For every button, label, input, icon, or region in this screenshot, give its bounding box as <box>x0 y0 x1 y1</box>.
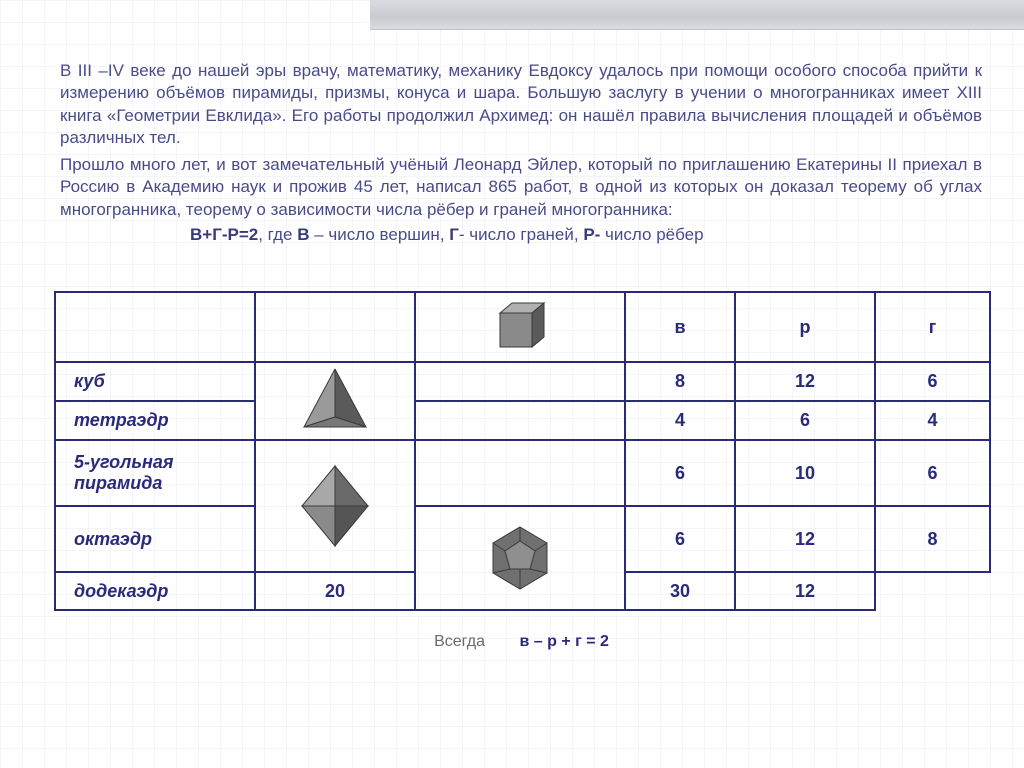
table-row: куб 8 12 6 <box>55 362 990 401</box>
cell-g: 4 <box>875 401 990 440</box>
formula-G: Г <box>449 225 459 244</box>
paragraph-2: Прошло много лет, и вот замечательный уч… <box>60 154 982 221</box>
formula-txt: – число вершин, <box>310 225 450 244</box>
cell-empty <box>415 401 625 440</box>
cell-v: 8 <box>625 362 735 401</box>
dodecahedron-icon <box>481 521 559 595</box>
table-row: тетраэдр 4 6 4 <box>55 401 990 440</box>
row-name: додекаэдр <box>55 572 255 610</box>
table-header-row: в р г <box>55 292 990 362</box>
cube-icon <box>490 299 550 355</box>
row-name: куб <box>55 362 255 401</box>
th-empty-1 <box>55 292 255 362</box>
th-cube-image <box>415 292 625 362</box>
octa-image-cell <box>255 440 415 572</box>
cell-empty <box>415 362 625 401</box>
formula-txt: , где <box>258 225 297 244</box>
th-p: р <box>735 292 875 362</box>
cell-p: 6 <box>735 401 875 440</box>
formula-P: Р- <box>583 225 600 244</box>
cell-p: 30 <box>625 572 735 610</box>
cell-v: 6 <box>625 506 735 572</box>
row-name: тетраэдр <box>55 401 255 440</box>
cell-p: 12 <box>735 362 875 401</box>
cell-g: 12 <box>735 572 875 610</box>
cell-g: 6 <box>875 362 990 401</box>
th-v: в <box>625 292 735 362</box>
polyhedra-table: в р г куб 8 12 6 <box>54 291 991 611</box>
dodeca-image-cell <box>415 506 625 610</box>
table-row: октаэдр 6 12 8 <box>55 506 990 572</box>
cell-g: 8 <box>875 506 990 572</box>
cell-g: 6 <box>875 440 990 506</box>
formula-txt: число рёбер <box>600 225 703 244</box>
footer-equation: Всегда в – р + г = 2 <box>54 633 989 651</box>
cell-v: 20 <box>255 572 415 610</box>
formula-B: В <box>297 225 309 244</box>
row-name: октаэдр <box>55 506 255 572</box>
footer-eq-text: в – р + г = 2 <box>519 633 608 650</box>
octahedron-icon <box>290 462 380 550</box>
paragraph-1: В III –IV веке до нашей эры врачу, матем… <box>60 60 982 150</box>
euler-formula-line: В+Г-Р=2, где В – число вершин, Г- число … <box>60 225 982 245</box>
cell-v: 4 <box>625 401 735 440</box>
cell-v: 6 <box>625 440 735 506</box>
table-row: 5-угольная пирамида 6 10 6 <box>55 440 990 506</box>
formula-txt: - число граней, <box>459 225 583 244</box>
th-g: г <box>875 292 990 362</box>
footer-label: Всегда <box>434 633 485 650</box>
th-empty-2 <box>255 292 415 362</box>
formula-main: В+Г-Р=2 <box>190 225 258 244</box>
cell-p: 12 <box>735 506 875 572</box>
tetra-image-cell <box>255 362 415 440</box>
row-name: 5-угольная пирамида <box>55 440 255 506</box>
tetrahedron-icon <box>296 365 374 437</box>
cell-p: 10 <box>735 440 875 506</box>
cell-empty <box>415 440 625 506</box>
